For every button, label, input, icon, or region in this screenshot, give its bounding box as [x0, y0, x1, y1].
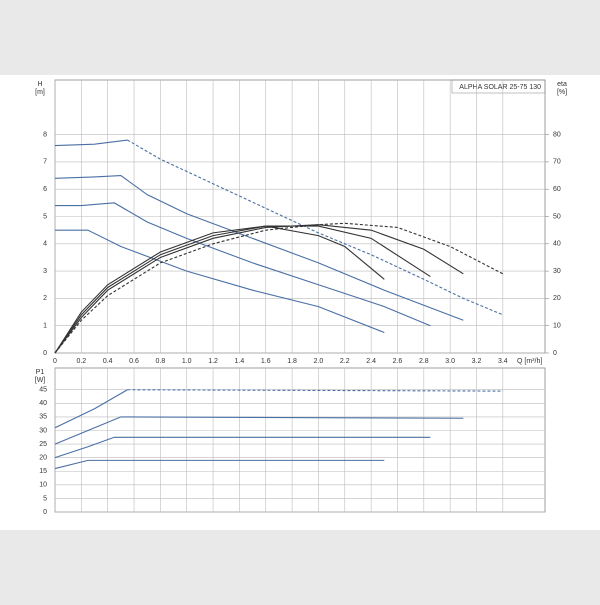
y2-tick-label: 20 [553, 295, 561, 302]
y-tick-label: 1 [43, 323, 47, 330]
y2-tick-label: 30 [553, 268, 561, 275]
x-tick-label: 0.4 [103, 358, 113, 365]
x-tick-label: 2.6 [393, 358, 403, 365]
line [54, 225, 431, 354]
x-tick-label: 0.2 [76, 358, 86, 365]
y2-axis-label: eta [557, 81, 567, 88]
y-tick-label: 15 [39, 468, 47, 475]
x-tick-label: 2.8 [419, 358, 429, 365]
x-tick-label: 3.0 [445, 358, 455, 365]
line [54, 416, 464, 445]
y-tick-label: 0 [43, 509, 47, 516]
line [54, 174, 464, 321]
y2-tick-label: 50 [553, 213, 561, 220]
y-tick-label: 6 [43, 186, 47, 193]
y-axis-label: P1 [36, 369, 45, 376]
y-tick-label: 40 [39, 400, 47, 407]
y-tick-label: 35 [39, 414, 47, 421]
y-tick-label: 3 [43, 268, 47, 275]
x-tick-label: 3.2 [472, 358, 482, 365]
y-tick-label: 8 [43, 131, 47, 138]
y-axis-label: H [37, 81, 42, 88]
x-tick-label: 1.0 [182, 358, 192, 365]
y-tick-label: 5 [43, 495, 47, 502]
y-tick-label: 0 [43, 350, 47, 357]
y-tick-label: 7 [43, 159, 47, 166]
line [54, 222, 504, 354]
y2-tick-label: 40 [553, 241, 561, 248]
x-tick-label: 1.6 [261, 358, 271, 365]
y-axis-label: [m] [35, 89, 45, 96]
y-tick-label: 10 [39, 482, 47, 489]
y-tick-label: 20 [39, 455, 47, 462]
y-tick-label: 2 [43, 295, 47, 302]
x-tick-label: 0.8 [156, 358, 166, 365]
y-tick-label: 25 [39, 441, 47, 448]
x-tick-label: 3.4 [498, 358, 508, 365]
y-tick-label: 5 [43, 213, 47, 220]
y2-axis-label: [%] [557, 89, 567, 96]
y2-tick-label: 10 [553, 323, 561, 330]
y2-tick-label: 60 [553, 186, 561, 193]
x-tick-label: 2.0 [314, 358, 324, 365]
line [127, 139, 504, 316]
x-tick-label: 0 [53, 358, 57, 365]
line [54, 225, 385, 354]
line [127, 389, 503, 392]
line [54, 459, 385, 470]
x-tick-label: 0.6 [129, 358, 139, 365]
line [54, 436, 431, 459]
x-axis-label: Q [m³/h] [517, 358, 542, 365]
y-tick-label: 30 [39, 427, 47, 434]
y2-tick-label: 70 [553, 159, 561, 166]
line [54, 139, 128, 147]
chart-title: ALPHA SOLAR 25-75 130 [459, 84, 541, 91]
line [54, 389, 128, 429]
x-tick-label: 1.2 [208, 358, 218, 365]
line [55, 202, 431, 327]
y2-tick-label: 80 [553, 131, 561, 138]
line [55, 229, 385, 334]
y-tick-label: 4 [43, 241, 47, 248]
line [54, 224, 464, 354]
x-tick-label: 2.2 [340, 358, 350, 365]
x-tick-label: 1.8 [287, 358, 297, 365]
y-tick-label: 45 [39, 387, 47, 394]
y2-tick-label: 0 [553, 350, 557, 357]
x-tick-label: 1.4 [235, 358, 245, 365]
y-axis-label: [W] [35, 377, 46, 384]
x-tick-label: 2.4 [366, 358, 376, 365]
